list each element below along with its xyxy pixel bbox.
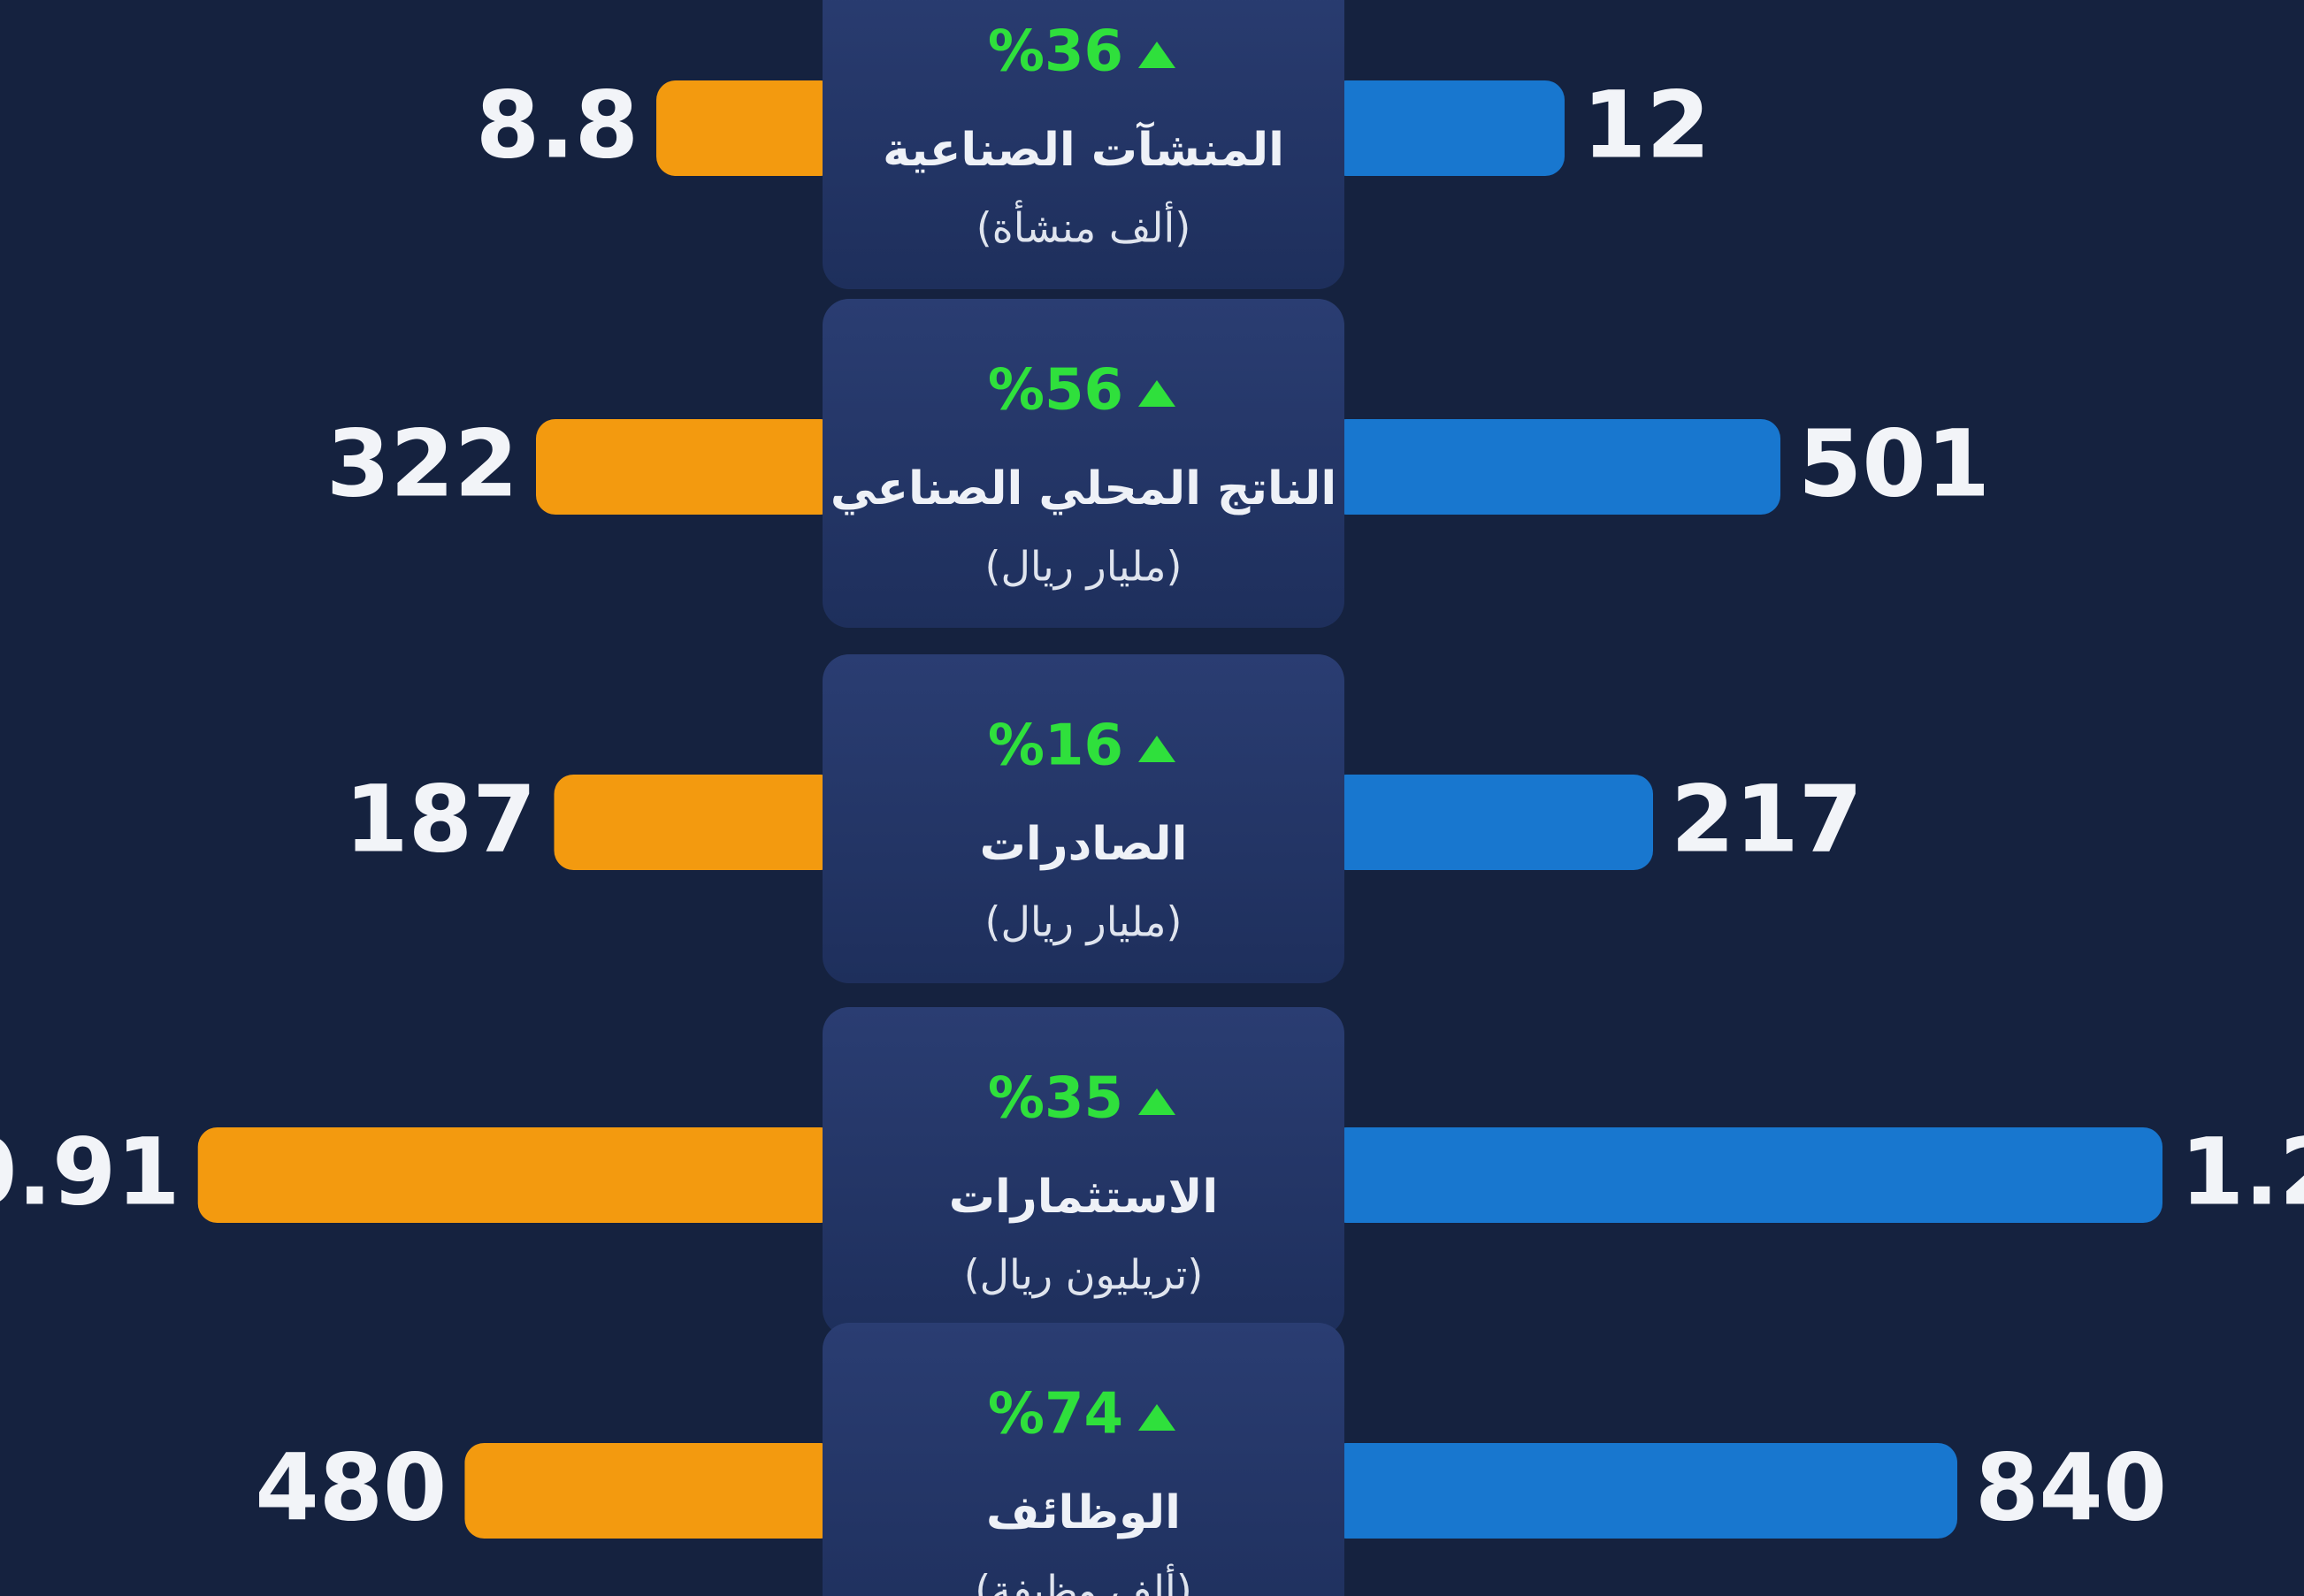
bar-left [464,1443,840,1539]
value-label: 1.2 [2180,1118,2304,1226]
change-label: %35 [988,1066,1123,1132]
unit-label: (ألف وظيفة) [975,1564,1192,1596]
label-box [823,654,1344,983]
up-arrow [1138,1088,1175,1115]
value-label: 501 [1798,409,1990,517]
value-label: 187 [344,765,536,873]
category-label: الاستثمارات [949,1171,1219,1224]
bar-right [1327,775,1653,870]
bar-right [1327,419,1780,515]
value-label: 8.8 [476,71,639,179]
category-label: المنشآت الصناعية [883,121,1284,177]
value-label: 0.91 [0,1118,180,1226]
up-arrow [1138,736,1175,762]
unit-label: (ألف منشأة) [976,200,1191,252]
value-label: 480 [255,1433,447,1541]
bar-right [1327,1443,1957,1539]
unit-label: (مليار ريال) [985,543,1183,591]
value-label: 322 [326,409,518,517]
change-label: %16 [988,714,1123,779]
category-label: الوظائف [986,1486,1181,1539]
bar-left [535,419,840,515]
category-label: الصادرات [980,818,1188,871]
bar-left [656,80,840,176]
up-arrow [1138,1404,1175,1431]
change-label: %36 [988,19,1123,85]
value-label: 12 [1582,71,1711,179]
bar-left [554,775,840,870]
value-label: 840 [1975,1433,2167,1541]
unit-label: (مليار ريال) [985,898,1183,946]
bar-right [1327,80,1565,176]
label-box [823,0,1344,289]
up-arrow [1138,42,1175,68]
up-arrow [1138,380,1175,407]
label-box [823,1323,1344,1596]
unit-label: (تريليون ريال) [964,1251,1204,1300]
label-box [823,1007,1344,1336]
change-label: %74 [988,1382,1123,1447]
label-box [823,299,1344,628]
bar-right [1327,1127,2162,1223]
bar-left [197,1127,841,1223]
category-label: الناتج المحلي الصناعي [831,462,1336,515]
change-label: %56 [988,358,1123,424]
value-label: 217 [1671,765,1863,873]
